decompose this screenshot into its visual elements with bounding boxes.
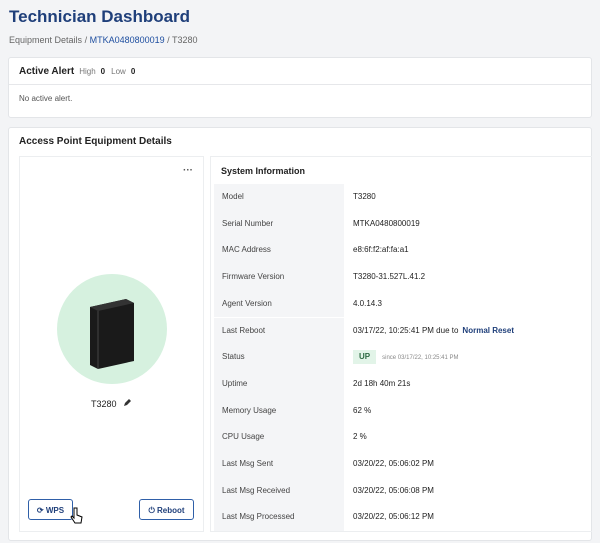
alert-header: Active Alert High 0 Low 0: [19, 66, 141, 77]
info-label: Status: [214, 344, 344, 371]
info-value: 4.0.14.3: [353, 291, 382, 318]
info-value: 03/20/22, 05:06:12 PM: [353, 504, 434, 531]
info-label: Uptime: [214, 370, 344, 398]
reboot-button[interactable]: ⏻ Reboot: [139, 499, 194, 520]
info-value: 03/20/22, 05:06:02 PM: [353, 451, 434, 478]
high-label: High: [79, 67, 96, 76]
value-text: 62 %: [353, 405, 372, 415]
info-label: CPU Usage: [214, 424, 344, 451]
info-row: Last Msg Processed 03/20/22, 05:06:12 PM: [214, 504, 592, 532]
button-label: Reboot: [157, 506, 185, 515]
status-badge: UP: [353, 350, 377, 365]
low-count: 0: [130, 67, 136, 76]
device-body: [90, 299, 134, 369]
info-label: Last Msg Received: [214, 477, 344, 505]
alert-card: Active Alert High 0 Low 0 No active alert.: [8, 57, 592, 118]
info-row: Serial Number MTKA0480800019: [214, 210, 592, 238]
crumb: Equipment Details: [9, 35, 83, 45]
value-text: 2d 18h 40m 21s: [353, 378, 411, 388]
info-value: UP since 03/17/22, 10:25:41 PM: [353, 344, 459, 372]
crumb: T3280: [172, 35, 198, 45]
info-label: Model: [214, 184, 344, 211]
info-label: Last Msg Processed: [214, 504, 344, 532]
value-text: T3280: [353, 192, 376, 201]
crumb-separator: /: [167, 35, 170, 45]
info-label: Serial Number: [214, 210, 344, 238]
button-label: WPS: [45, 506, 65, 515]
info-label: Memory Usage: [214, 397, 344, 425]
low-label: Low: [111, 67, 126, 76]
info-value: 2d 18h 40m 21s: [353, 371, 410, 398]
high-count: 0: [100, 67, 106, 76]
cursor: [70, 507, 83, 524]
info-value: MTKA0480800019: [353, 211, 420, 238]
info-label: Firmware Version: [214, 264, 344, 291]
device-name: T3280: [90, 399, 117, 409]
system-title: System Information: [221, 166, 306, 176]
edit-icon[interactable]: [123, 398, 132, 407]
info-value: T3280-31.527L.41.2: [353, 264, 425, 291]
info-label: Last Msg Sent: [214, 451, 344, 478]
menu-button[interactable]: ···: [183, 165, 193, 176]
info-row: Uptime 2d 18h 40m 21s: [214, 370, 592, 398]
value-text: 03/20/22, 05:06:02 PM: [353, 459, 434, 468]
value-text: 03/17/22, 10:25:41 PM due to: [353, 325, 459, 335]
info-row: Model T3280: [214, 184, 592, 211]
info-row: Memory Usage 62 %: [214, 397, 592, 425]
reboot-reason-link[interactable]: Normal Reset: [462, 325, 514, 335]
device-image: [57, 274, 167, 384]
system-panel: System Information Model T3280 Serial Numb…: [210, 156, 592, 532]
info-label: MAC Address: [214, 237, 344, 265]
details-title: Access Point Equipment Details: [19, 136, 172, 147]
info-value: T3280: [353, 184, 376, 211]
crumb-link[interactable]: MTKA0480800019: [89, 35, 165, 45]
value-text: 03/20/22, 05:06:08 PM: [353, 485, 434, 495]
info-row: MAC Address e8:6f:f2:af:fa:a1: [214, 237, 592, 265]
value-text: e8:6f:f2:af:fa:a1: [353, 245, 409, 255]
info-label: Agent Version: [214, 290, 344, 318]
alert-message: No active alert.: [19, 94, 73, 103]
value-text: MTKA0480800019: [353, 218, 420, 228]
info-row: Firmware Version T3280-31.527L.41.2: [214, 264, 592, 291]
info-label: Last Reboot: [214, 317, 344, 345]
info-value: 62 %: [353, 398, 371, 425]
details-card: Access Point Equipment Details ··· T3280…: [8, 127, 592, 541]
value-text: 4.0.14.3: [353, 298, 382, 308]
value-text: 2 %: [353, 432, 367, 442]
info-row: CPU Usage 2 %: [214, 424, 592, 451]
info-value: 03/20/22, 05:06:08 PM: [353, 478, 434, 505]
device-panel: ··· T3280 ⟳ WPS ⏻ Reboot: [19, 156, 204, 532]
divider: [9, 84, 591, 85]
value-text: 03/20/22, 05:06:12 PM: [353, 512, 434, 522]
info-row: Last Reboot 03/17/22, 10:25:41 PM due to N…: [214, 317, 592, 345]
info-value: 03/17/22, 10:25:41 PM due to Normal Reset: [353, 318, 514, 345]
breadcrumb: Equipment Details / MTKA0480800019 / T32…: [9, 35, 198, 45]
device-top: [90, 299, 134, 311]
alert-title: Active Alert: [19, 66, 75, 77]
value-text: T3280-31.527L.41.2: [353, 272, 426, 282]
info-row: Last Msg Sent 03/20/22, 05:06:02 PM: [214, 451, 592, 478]
info-row: Last Msg Received 03/20/22, 05:06:08 PM: [214, 477, 592, 505]
info-row: Status UP since 03/17/22, 10:25:41 PM: [214, 344, 592, 371]
device-name-row: T3280: [20, 398, 203, 409]
page-title: Technician Dashboard: [9, 7, 191, 26]
wps-button[interactable]: ⟳ WPS: [28, 499, 73, 520]
crumb-separator: /: [84, 35, 88, 45]
status-since: since 03/17/22, 10:25:41 PM: [382, 355, 459, 362]
info-value: 2 %: [353, 424, 367, 451]
info-row: Agent Version 4.0.14.3: [214, 290, 592, 318]
info-value: e8:6f:f2:af:fa:a1: [353, 237, 409, 264]
